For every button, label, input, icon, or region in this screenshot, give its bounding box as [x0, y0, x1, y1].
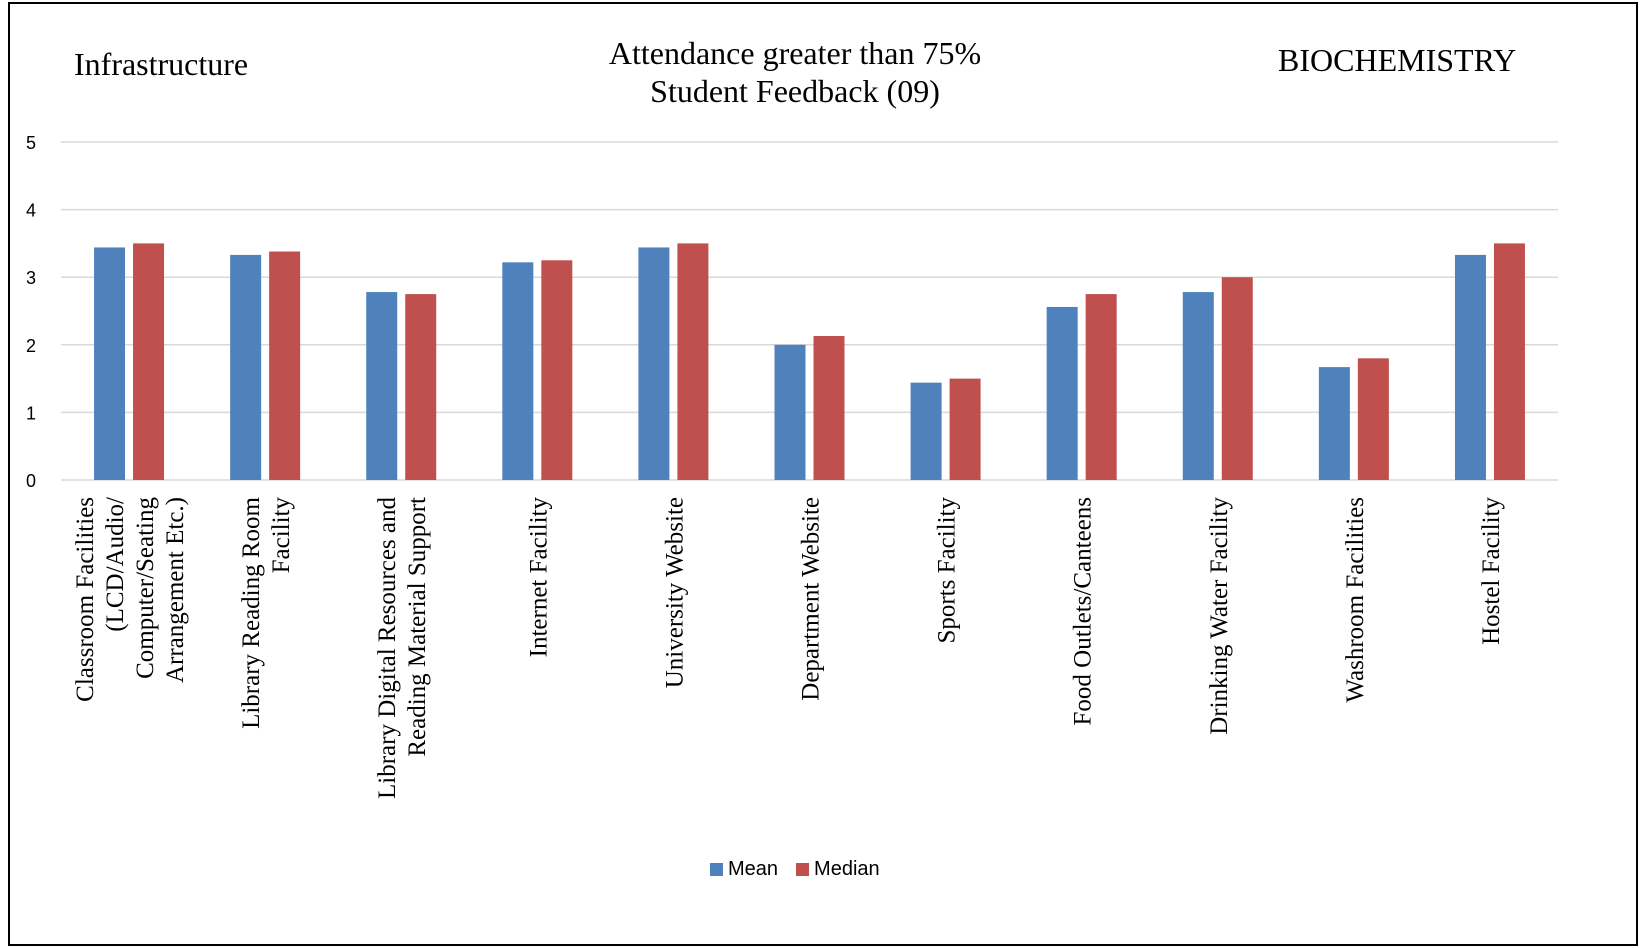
x-tick-label-line: Library Digital Resources and	[374, 497, 401, 799]
x-tick-label-line: Computer/Seating	[132, 497, 159, 679]
bar-mean	[1182, 292, 1214, 480]
x-tick-label: Library Digital Resources and Reading Mat…	[374, 497, 431, 799]
bar-mean	[774, 344, 806, 480]
x-tick-label: Washroom Facilities	[1342, 497, 1369, 703]
x-tick-label-line: Washroom Facilities	[1342, 497, 1369, 703]
x-tick-label: University Website	[661, 497, 688, 688]
x-tick-label-line: Sports Facility	[934, 497, 961, 644]
legend-item-median: Median	[796, 858, 880, 881]
chart-title: Attendance greater than 75% Student Feed…	[560, 34, 1030, 110]
x-tick-label: Department Website	[798, 497, 825, 701]
bar-mean	[1454, 254, 1486, 480]
legend: Mean Median	[710, 858, 898, 881]
x-tick-label-line: Internet Facility	[525, 497, 552, 658]
x-tick-label-line: Drinking Water Facility	[1206, 497, 1233, 735]
bar-median	[677, 243, 709, 480]
y-tick-label: 2	[26, 336, 36, 356]
x-axis-labels: Classroom Facilities (LCD/Audio/Computer/…	[72, 496, 1505, 799]
legend-swatch-median	[796, 863, 810, 876]
x-tick-label: Hostel Facility	[1478, 497, 1505, 645]
x-tick-label: Internet Facility	[525, 497, 552, 658]
x-tick-label-line: University Website	[661, 497, 688, 688]
bar-mean	[94, 247, 126, 480]
x-tick-label-line: Reading Material Support	[404, 497, 431, 757]
bar-mean	[1318, 367, 1350, 480]
bar-mean	[1046, 306, 1078, 480]
x-tick-label-line: (LCD/Audio/	[102, 497, 129, 632]
y-tick-label: 1	[26, 403, 36, 423]
bar-mean	[230, 254, 262, 480]
x-tick-label: Drinking Water Facility	[1206, 497, 1233, 735]
bar-median	[269, 251, 301, 480]
bar-mean	[366, 292, 398, 480]
x-tick-label-line: Facility	[268, 497, 295, 574]
y-tick-label: 3	[26, 268, 36, 288]
y-axis-ticks: 0 1 2 3 4 5	[26, 133, 36, 491]
gridlines	[61, 141, 1558, 481]
bar-median	[1221, 277, 1253, 480]
bar-mean	[502, 262, 534, 480]
y-tick-label: 5	[26, 133, 36, 153]
section-label: Infrastructure	[74, 46, 249, 82]
x-tick-label: Sports Facility	[934, 497, 961, 644]
bar-median	[1357, 358, 1389, 480]
bar-median	[813, 336, 845, 480]
legend-swatch-mean	[710, 863, 723, 876]
legend-label-median: Median	[814, 858, 880, 880]
chart-title-line-2: Student Feedback (09)	[650, 73, 940, 109]
x-tick-label: Food Outlets/Canteens	[1070, 497, 1097, 725]
department-label: BIOCHEMISTRY	[1278, 42, 1517, 78]
legend-label-mean: Mean	[728, 858, 779, 880]
x-tick-label-line: Food Outlets/Canteens	[1070, 497, 1097, 725]
chart-title-line-1: Attendance greater than 75%	[608, 35, 982, 71]
bar-median	[1085, 294, 1117, 480]
bar-median	[949, 378, 981, 480]
x-tick-label: Classroom Facilities (LCD/Audio/Computer/…	[72, 497, 189, 702]
x-tick-label: Library Reading Room Facility	[238, 496, 295, 728]
bar-median	[405, 294, 437, 480]
y-tick-label: 4	[26, 201, 36, 221]
x-tick-label-line: Library Reading Room	[238, 496, 265, 728]
x-tick-label-line: Department Website	[798, 497, 825, 701]
y-tick-label: 0	[26, 471, 36, 491]
legend-item-mean: Mean	[710, 858, 778, 881]
bar-mean	[910, 382, 942, 480]
x-tick-label-line: Arrangement Etc.)	[162, 497, 189, 683]
bar-mean	[638, 247, 670, 480]
bar-median	[133, 243, 165, 480]
bars	[94, 243, 1525, 480]
bar-median	[1493, 243, 1525, 480]
x-tick-label-line: Classroom Facilities	[72, 497, 99, 702]
x-tick-label-line: Hostel Facility	[1478, 497, 1505, 645]
bar-median	[541, 260, 573, 480]
